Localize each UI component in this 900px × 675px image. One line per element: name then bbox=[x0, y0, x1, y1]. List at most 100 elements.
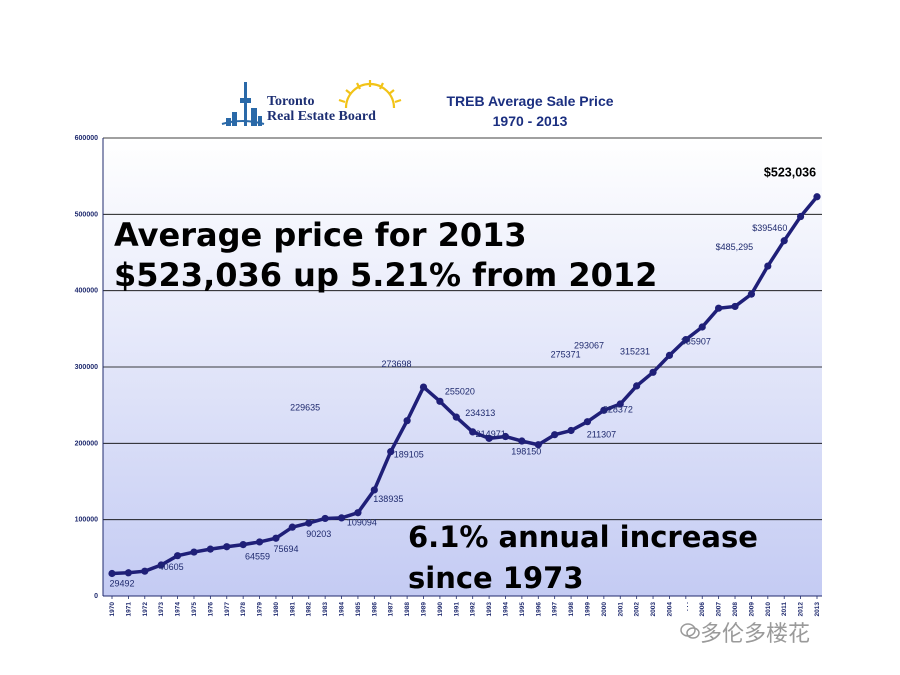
x-tick-label: 2003 bbox=[650, 602, 657, 617]
x-tick-label: 1982 bbox=[306, 602, 313, 617]
data-point bbox=[255, 538, 264, 546]
data-point bbox=[567, 426, 575, 435]
data-point bbox=[337, 514, 346, 522]
data-point bbox=[813, 193, 821, 201]
x-tick-label: 2007 bbox=[716, 602, 723, 617]
x-tick-label: 1995 bbox=[519, 602, 526, 617]
data-label: 255020 bbox=[445, 386, 475, 396]
data-point bbox=[551, 431, 559, 439]
x-tick-label: 2006 bbox=[699, 602, 706, 617]
x-tick-label: 1973 bbox=[158, 602, 165, 617]
data-point bbox=[190, 548, 198, 556]
data-point bbox=[665, 351, 674, 359]
data-point bbox=[797, 212, 805, 221]
x-tick-label: 1986 bbox=[371, 602, 378, 617]
x-tick-label: 1987 bbox=[388, 602, 395, 617]
data-point bbox=[173, 552, 182, 560]
x-tick-label: 1972 bbox=[142, 602, 149, 617]
x-tick-label: 1984 bbox=[339, 602, 346, 617]
data-point bbox=[600, 406, 608, 414]
x-tick-label: 1998 bbox=[568, 602, 575, 617]
x-tick-label: 2002 bbox=[634, 602, 641, 617]
data-label: 275371 bbox=[551, 350, 581, 360]
sun-icon bbox=[338, 80, 402, 109]
annotation-line3: 6.1% annual increase bbox=[408, 520, 758, 554]
data-point bbox=[583, 418, 592, 426]
data-point bbox=[633, 382, 641, 390]
data-point bbox=[419, 383, 428, 391]
x-tick-label: 2012 bbox=[798, 602, 805, 617]
data-point bbox=[452, 413, 460, 421]
data-point bbox=[321, 514, 329, 523]
data-label: 211307 bbox=[587, 430, 616, 440]
data-point bbox=[764, 262, 772, 270]
x-tick-label: 1978 bbox=[240, 602, 247, 617]
data-point bbox=[288, 523, 296, 531]
data-point bbox=[272, 534, 280, 542]
x-tick-label: 1989 bbox=[421, 602, 428, 617]
x-tick-label: 1979 bbox=[257, 602, 264, 617]
data-point bbox=[534, 441, 542, 449]
data-label: 228372 bbox=[603, 404, 633, 414]
x-tick-label: 2008 bbox=[732, 602, 739, 617]
y-tick-label: 400000 bbox=[75, 288, 98, 295]
x-tick-label: 1975 bbox=[191, 602, 198, 617]
data-point bbox=[403, 417, 411, 425]
data-point bbox=[141, 567, 149, 575]
x-tick-label: 2004 bbox=[666, 602, 673, 617]
data-label: 40605 bbox=[159, 562, 184, 572]
watermark: 多伦多楼花 bbox=[700, 621, 811, 646]
data-label: 138935 bbox=[373, 494, 403, 504]
y-tick-label: 200000 bbox=[75, 440, 98, 447]
data-label: 189105 bbox=[394, 450, 424, 460]
data-label: 75694 bbox=[273, 544, 298, 554]
data-label: 315231 bbox=[620, 346, 650, 356]
data-label: $523,036 bbox=[764, 166, 816, 180]
data-point bbox=[223, 543, 231, 551]
data-point bbox=[239, 541, 247, 549]
x-tick-label: 2013 bbox=[814, 602, 821, 617]
data-label: 335907 bbox=[681, 337, 711, 347]
chart-title: TREB Average Sale Price bbox=[446, 93, 614, 109]
data-label: 29492 bbox=[109, 578, 134, 588]
data-label: 64559 bbox=[245, 552, 270, 562]
annotation-line1: Average price for 2013 bbox=[114, 216, 527, 254]
x-tick-label: 1992 bbox=[470, 602, 477, 617]
x-tick-label: 1999 bbox=[584, 602, 591, 617]
data-label: $395460 bbox=[752, 223, 787, 233]
data-label: 214971 bbox=[476, 429, 506, 439]
data-points bbox=[108, 193, 821, 578]
x-tick-label: 1996 bbox=[535, 602, 542, 617]
wechat-icon bbox=[680, 623, 700, 639]
data-point bbox=[354, 509, 362, 517]
x-tick-label: 1994 bbox=[502, 602, 509, 617]
data-label: 234313 bbox=[465, 408, 495, 418]
data-point bbox=[747, 290, 756, 298]
annotation-line4: since 1973 bbox=[408, 561, 584, 595]
data-point bbox=[501, 432, 510, 441]
x-tick-label: 1980 bbox=[273, 602, 280, 617]
y-tick-label: 100000 bbox=[75, 517, 98, 524]
data-point bbox=[731, 302, 739, 311]
data-point bbox=[780, 237, 788, 245]
data-point bbox=[616, 400, 624, 408]
x-tick-label: 1976 bbox=[207, 602, 214, 617]
x-tick-label: 1983 bbox=[322, 602, 329, 617]
data-point bbox=[649, 368, 657, 376]
x-tick-label: 2009 bbox=[748, 602, 755, 617]
data-point bbox=[682, 335, 690, 344]
data-label: $485,295 bbox=[716, 242, 754, 252]
data-label: 229635 bbox=[290, 403, 320, 413]
chart-subtitle: 1970 - 2013 bbox=[492, 113, 568, 129]
y-tick-label: 600000 bbox=[75, 135, 98, 142]
y-tick-label: 0 bbox=[94, 593, 98, 600]
logo-text-line2: Real Estate Board bbox=[267, 109, 376, 124]
x-tick-label: 1990 bbox=[437, 602, 444, 617]
cn-tower-icon bbox=[221, 82, 265, 126]
x-tick-label: 1971 bbox=[125, 602, 132, 617]
data-point bbox=[370, 486, 378, 494]
x-tick-label: 1997 bbox=[552, 602, 559, 617]
y-tick-label: 500000 bbox=[75, 211, 98, 218]
